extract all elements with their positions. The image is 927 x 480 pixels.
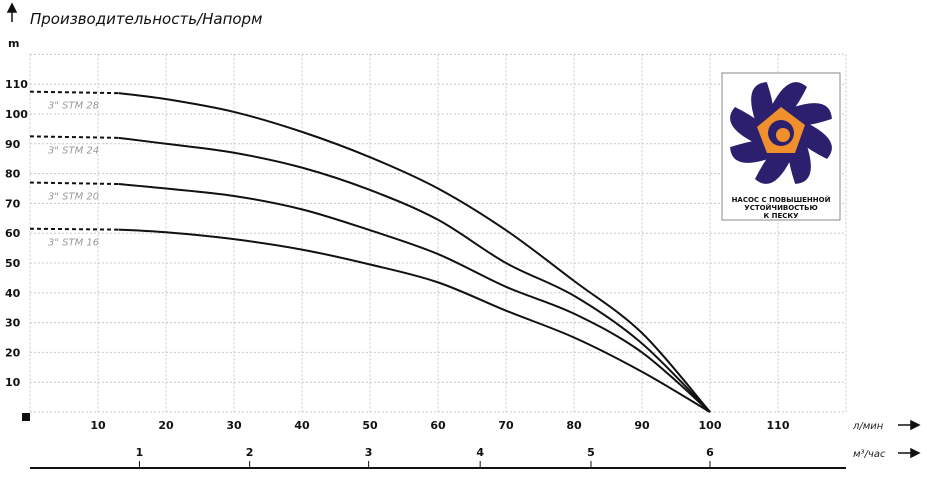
series-label: 3" STM 16 — [48, 238, 99, 249]
y-tick-label: 100 — [5, 108, 28, 121]
series-label: 3" STM 24 — [48, 145, 99, 156]
chart-title: Производительность/Напорм — [30, 10, 262, 28]
y-axis-label: m — [8, 37, 19, 50]
x-tick-label: 80 — [566, 419, 582, 432]
x2-tick-label: 6 — [706, 446, 714, 459]
y-tick-label: 60 — [5, 227, 21, 240]
y-tick-label: 90 — [5, 138, 21, 151]
series-dashed-segment — [29, 227, 119, 231]
series-line — [118, 228, 711, 413]
y-tick-label: 30 — [5, 317, 21, 330]
x2-tick-label: 5 — [587, 446, 595, 459]
series-dashed-segment — [29, 90, 119, 95]
y-tick-label: 70 — [5, 197, 21, 210]
x2-tick-label: 1 — [136, 446, 144, 459]
series-label: 3" STM 20 — [48, 192, 99, 203]
x-tick-label: 90 — [634, 419, 650, 432]
y-tick-label: 50 — [5, 257, 21, 270]
x-tick-label: 100 — [699, 419, 722, 432]
axes: Производительность/Напорм m л/мин м³/час — [6, 2, 921, 469]
y-tick-label: 110 — [5, 78, 28, 91]
x-tick-label: 30 — [226, 419, 242, 432]
x-tick-label: 70 — [498, 419, 514, 432]
x2-axis-label: м³/час — [853, 449, 886, 460]
x2-axis-arrow-icon — [898, 447, 921, 459]
series-dashed-segment — [29, 181, 119, 186]
x-tick-label: 20 — [158, 419, 174, 432]
y-axis-arrow-icon — [6, 2, 18, 22]
badge-line-3: К ПЕСКУ — [763, 212, 799, 220]
x2-tick-label: 4 — [476, 446, 484, 459]
y-tick-label: 20 — [5, 346, 21, 359]
origin-marker — [22, 413, 30, 421]
x-tick-label: 10 — [90, 419, 106, 432]
badge-line-1: НАСОС С ПОВЫШЕННОЙ — [732, 195, 831, 204]
series-line — [118, 92, 711, 413]
series-line — [118, 136, 711, 413]
x-axis-label: л/мин — [852, 421, 884, 432]
x2-tick-label: 2 — [246, 446, 254, 459]
x-tick-label: 110 — [767, 419, 790, 432]
y-tick-label: 10 — [5, 376, 21, 389]
badge-line-2: УСТОЙЧИВОСТЬЮ — [744, 203, 817, 212]
x-tick-label: 40 — [294, 419, 310, 432]
x2-tick-label: 3 — [365, 446, 373, 459]
series-label: 3" STM 28 — [48, 101, 99, 112]
y-tick-label: 40 — [5, 287, 21, 300]
x-tick-label: 60 — [430, 419, 446, 432]
x-axis-arrow-icon — [898, 419, 921, 431]
sand-resistance-badge: НАСОС С ПОВЫШЕННОЙ УСТОЙЧИВОСТЬЮ К ПЕСКУ — [721, 72, 841, 221]
series-dashed-segment — [29, 135, 119, 139]
impeller-logo-icon — [730, 82, 832, 184]
series-line — [118, 183, 711, 413]
y-tick-label: 80 — [5, 168, 21, 181]
x-tick-label: 50 — [362, 419, 378, 432]
